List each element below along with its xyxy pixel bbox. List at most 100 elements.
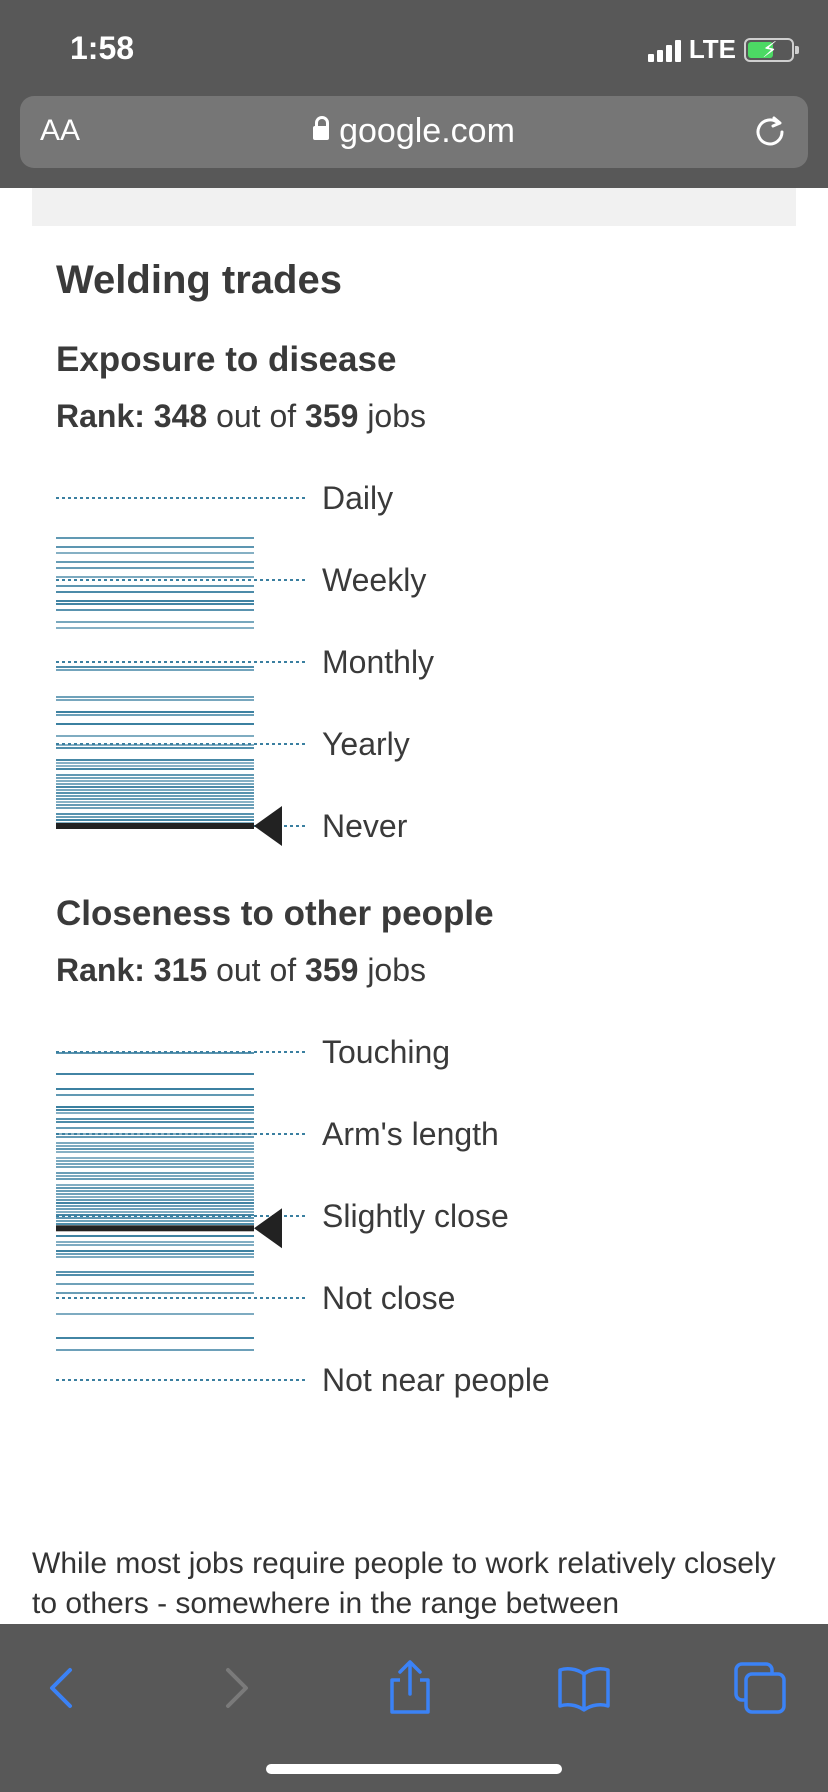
job-stripe bbox=[56, 774, 254, 776]
network-label: LTE bbox=[688, 34, 736, 64]
job-stripe bbox=[56, 621, 254, 623]
browser-toolbar bbox=[0, 1624, 828, 1792]
share-icon[interactable] bbox=[380, 1658, 440, 1718]
job-stripe bbox=[56, 783, 254, 785]
job-stripe bbox=[56, 1112, 254, 1114]
job-stripe bbox=[56, 1151, 254, 1153]
job-stripe bbox=[56, 735, 254, 737]
battery-icon: ⚡ bbox=[744, 37, 799, 62]
category-label: Never bbox=[322, 808, 408, 844]
bookmarks-icon[interactable] bbox=[554, 1658, 614, 1718]
job-stripe bbox=[56, 1175, 254, 1177]
category-label: Weekly bbox=[322, 562, 426, 598]
rank-out-of: out of bbox=[216, 398, 297, 434]
status-indicators: LTE ⚡ bbox=[647, 34, 799, 65]
job-stripe bbox=[56, 600, 254, 602]
job-stripe bbox=[56, 627, 254, 629]
category-label: Monthly bbox=[322, 644, 434, 680]
content-divider bbox=[32, 188, 796, 226]
job-stripe bbox=[56, 1202, 254, 1204]
job-stripe bbox=[56, 819, 254, 821]
signal-icon bbox=[647, 38, 681, 62]
job-stripe bbox=[56, 1349, 254, 1351]
rank-exposure: Rank: 348 out of 359 jobs bbox=[56, 398, 426, 435]
job-stripe bbox=[56, 1190, 254, 1192]
job-stripe bbox=[56, 1166, 254, 1168]
job-stripe bbox=[56, 1106, 254, 1108]
job-stripe bbox=[56, 1292, 254, 1294]
tabs-icon[interactable] bbox=[730, 1658, 790, 1718]
category-label: Arm's length bbox=[322, 1116, 499, 1152]
job-stripe bbox=[56, 1313, 254, 1315]
job-stripe bbox=[56, 1211, 254, 1213]
job-stripe bbox=[56, 1148, 254, 1150]
category-label: Daily bbox=[322, 480, 393, 516]
forward-icon[interactable] bbox=[206, 1658, 266, 1718]
job-stripe bbox=[56, 609, 254, 611]
job-stripe bbox=[56, 1172, 254, 1174]
job-stripe bbox=[56, 1136, 254, 1138]
rank-total: 359 bbox=[305, 952, 359, 988]
browser-top-bar: 1:58 LTE ⚡ AA google.com bbox=[0, 0, 828, 188]
job-stripe bbox=[56, 1073, 254, 1075]
job-stripe bbox=[56, 759, 254, 761]
job-stripe bbox=[56, 603, 254, 605]
text-size-button[interactable]: AA bbox=[40, 114, 80, 148]
section-heading-closeness: Closeness to other people bbox=[56, 894, 494, 933]
job-stripe bbox=[56, 1205, 254, 1207]
body-paragraph: While most jobs require people to work r… bbox=[32, 1547, 776, 1620]
job-stripe bbox=[56, 1271, 254, 1273]
job-stripe bbox=[56, 768, 254, 770]
job-stripe bbox=[56, 576, 254, 578]
url-display[interactable]: google.com bbox=[20, 112, 808, 151]
reload-icon[interactable] bbox=[752, 114, 788, 150]
job-stripe bbox=[56, 747, 254, 749]
job-stripe bbox=[56, 1145, 254, 1147]
job-stripe bbox=[56, 807, 254, 809]
job-stripe bbox=[56, 1253, 254, 1255]
rank-closeness: Rank: 315 out of 359 jobs bbox=[56, 952, 426, 989]
job-stripe bbox=[56, 567, 254, 569]
rank-value: 315 bbox=[153, 952, 208, 988]
job-stripe bbox=[56, 699, 254, 701]
welding-trades-marker-arrow bbox=[254, 1208, 282, 1249]
job-stripe bbox=[56, 1118, 254, 1120]
category-label: Not close bbox=[322, 1280, 455, 1316]
welding-trades-marker-line bbox=[56, 823, 254, 829]
rank-total: 359 bbox=[305, 398, 359, 434]
job-stripe bbox=[56, 723, 254, 725]
job-stripe bbox=[56, 792, 254, 794]
category-label: Touching bbox=[322, 1034, 450, 1070]
job-stripe bbox=[56, 1160, 254, 1162]
job-stripe bbox=[56, 1178, 254, 1180]
job-stripe bbox=[56, 1196, 254, 1198]
job-stripe bbox=[56, 762, 254, 764]
job-stripe bbox=[56, 1256, 254, 1258]
rank-label: Rank: bbox=[56, 398, 145, 434]
exposure-chart-svg: Daily Weekly Monthly Yearly Never bbox=[56, 480, 434, 846]
job-stripe bbox=[56, 1193, 254, 1195]
closeness-chart-svg: Touching Arm's length Slightly close Not cl… bbox=[56, 1034, 550, 1398]
job-stripe bbox=[56, 801, 254, 803]
job-stripe bbox=[56, 1283, 254, 1285]
address-bar[interactable]: AA google.com bbox=[20, 96, 808, 168]
job-stripe bbox=[56, 1208, 254, 1210]
job-stripe bbox=[56, 1220, 254, 1222]
job-stripe bbox=[56, 786, 254, 788]
job-stripe bbox=[56, 666, 254, 668]
job-stripe bbox=[56, 1337, 254, 1339]
job-stripe bbox=[56, 795, 254, 797]
category-label: Slightly close bbox=[322, 1198, 509, 1234]
job-stripe bbox=[56, 1199, 254, 1201]
job-stripe bbox=[56, 1142, 254, 1144]
job-stripe bbox=[56, 1088, 254, 1090]
job-stripe bbox=[56, 1109, 254, 1111]
back-icon[interactable] bbox=[32, 1658, 92, 1718]
job-stripe bbox=[56, 1223, 254, 1225]
job-stripe bbox=[56, 1157, 254, 1159]
job-stripe bbox=[56, 816, 254, 818]
page-title: Welding trades bbox=[56, 258, 342, 302]
rank-out-of: out of bbox=[216, 952, 297, 988]
job-stripe bbox=[56, 1187, 254, 1189]
job-stripe bbox=[56, 537, 254, 539]
